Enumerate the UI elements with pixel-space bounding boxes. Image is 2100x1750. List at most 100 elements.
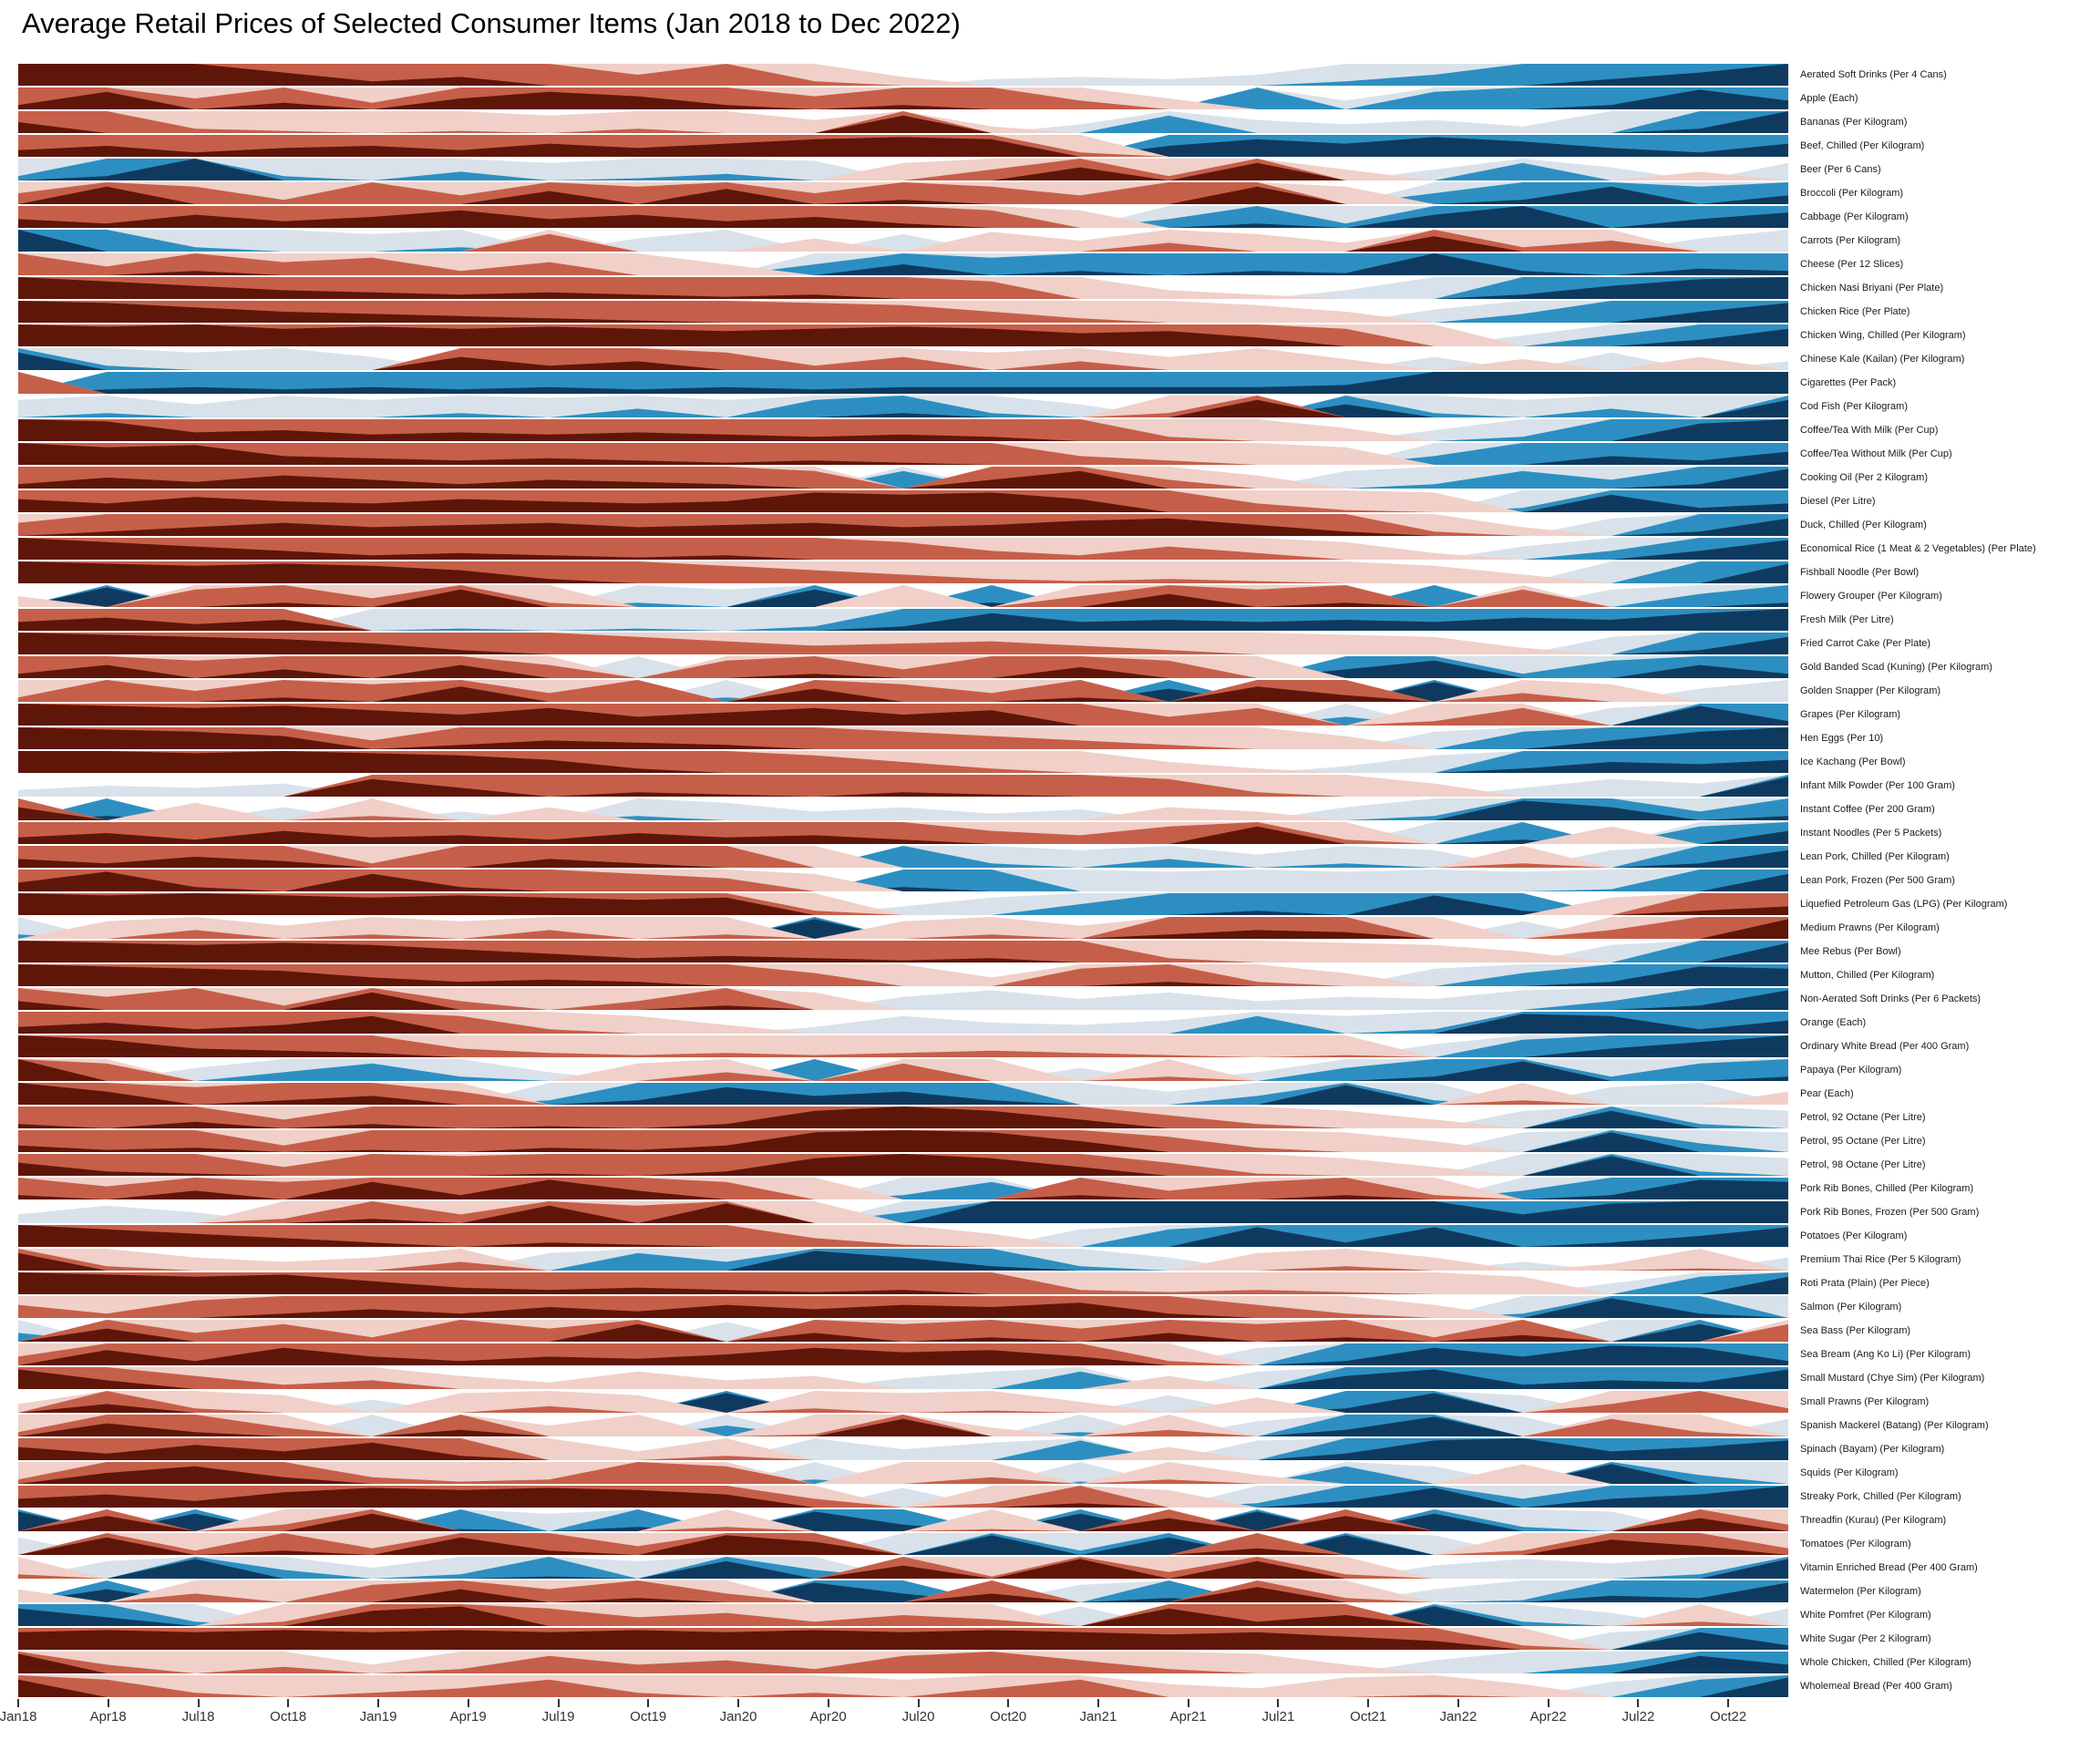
horizon-row: Grapes (Per Kilogram) bbox=[18, 704, 2036, 726]
horizon-row: Gold Banded Scad (Kuning) (Per Kilogram) bbox=[18, 656, 2036, 678]
row-area-svg bbox=[18, 443, 1788, 465]
horizon-row: Beef, Chilled (Per Kilogram) bbox=[18, 135, 2036, 157]
item-label: Economical Rice (1 Meat & 2 Vegetables) … bbox=[1800, 543, 2036, 554]
horizon-row: Petrol, 92 Octane (Per Litre) bbox=[18, 1107, 2036, 1128]
horizon-band bbox=[18, 1343, 1788, 1365]
horizon-band bbox=[18, 210, 1788, 228]
horizon-band bbox=[18, 277, 1788, 299]
axis-tick-label: Apr18 bbox=[89, 1709, 127, 1724]
horizon-band bbox=[18, 230, 1788, 252]
horizon-band bbox=[18, 324, 1788, 346]
item-label: Fishball Noodle (Per Bowl) bbox=[1800, 567, 1920, 578]
horizon-band bbox=[18, 1014, 1788, 1034]
item-label: Cabbage (Per Kilogram) bbox=[1800, 211, 1909, 222]
item-label: Cooking Oil (Per 2 Kilogram) bbox=[1800, 472, 1928, 483]
horizon-band bbox=[18, 1606, 1788, 1626]
row-area-svg bbox=[18, 1486, 1788, 1508]
horizon-band bbox=[18, 798, 1788, 820]
row-area-svg bbox=[18, 561, 1788, 583]
horizon-band bbox=[18, 1302, 1788, 1318]
item-label: Carrots (Per Kilogram) bbox=[1800, 235, 1901, 246]
horizon-band bbox=[18, 1675, 1788, 1697]
horizon-band bbox=[18, 1606, 1788, 1626]
row-area-svg bbox=[18, 514, 1788, 536]
horizon-band bbox=[18, 893, 1788, 915]
axis-tick-mark bbox=[17, 1699, 19, 1707]
item-label: Petrol, 92 Octane (Per Litre) bbox=[1800, 1112, 1926, 1123]
item-label: Fresh Milk (Per Litre) bbox=[1800, 614, 1894, 625]
horizon-row: Bananas (Per Kilogram) bbox=[18, 111, 2036, 133]
item-label: Instant Coffee (Per 200 Gram) bbox=[1800, 804, 1935, 815]
horizon-band bbox=[18, 633, 1788, 654]
horizon-band bbox=[18, 236, 1788, 252]
item-label: Pork Rib Bones, Frozen (Per 500 Gram) bbox=[1800, 1207, 1980, 1218]
horizon-row: Orange (Each) bbox=[18, 1012, 2036, 1034]
axis-tick-label: Jul19 bbox=[541, 1709, 575, 1724]
horizon-band bbox=[18, 826, 1788, 844]
horizon-band bbox=[18, 1110, 1788, 1128]
horizon-band bbox=[18, 704, 1788, 726]
row-area-svg bbox=[18, 1557, 1788, 1579]
horizon-row: Golden Snapper (Per Kilogram) bbox=[18, 680, 2036, 702]
axis-tick-mark bbox=[107, 1699, 109, 1707]
horizon-row: Pork Rib Bones, Frozen (Per 500 Gram) bbox=[18, 1201, 2036, 1223]
row-area-svg bbox=[18, 1320, 1788, 1342]
axis-tick-label: Oct22 bbox=[1710, 1709, 1747, 1724]
item-label: Watermelon (Per Kilogram) bbox=[1800, 1586, 1921, 1597]
row-area-svg bbox=[18, 396, 1788, 417]
item-label: Roti Prata (Plain) (Per Piece) bbox=[1800, 1278, 1930, 1289]
horizon-band bbox=[18, 372, 1788, 394]
horizon-row: Lean Pork, Chilled (Per Kilogram) bbox=[18, 846, 2036, 868]
row-area-svg bbox=[18, 253, 1788, 275]
horizon-band bbox=[18, 1107, 1788, 1128]
horizon-row: Salmon (Per Kilogram) bbox=[18, 1296, 2036, 1318]
horizon-band bbox=[18, 538, 1788, 560]
row-area-svg bbox=[18, 1272, 1788, 1294]
horizon-band bbox=[18, 186, 1788, 204]
horizon-row: Petrol, 98 Octane (Per Litre) bbox=[18, 1154, 2036, 1176]
row-area-svg bbox=[18, 893, 1788, 915]
horizon-band bbox=[18, 419, 1788, 441]
item-label: Squids (Per Kilogram) bbox=[1800, 1467, 1899, 1478]
horizon-band bbox=[18, 1201, 1788, 1223]
item-label: Salmon (Per Kilogram) bbox=[1800, 1302, 1902, 1312]
horizon-row: Instant Coffee (Per 200 Gram) bbox=[18, 798, 2036, 820]
row-area-svg bbox=[18, 988, 1788, 1010]
horizon-row: Coffee/Tea With Milk (Per Cup) bbox=[18, 419, 2036, 441]
horizon-row: Mutton, Chilled (Per Kilogram) bbox=[18, 964, 2036, 986]
item-label: Orange (Each) bbox=[1800, 1017, 1867, 1028]
axis-tick-label: Oct21 bbox=[1350, 1709, 1387, 1724]
row-area-svg bbox=[18, 1509, 1788, 1531]
row-area-svg bbox=[18, 88, 1788, 109]
horizon-band bbox=[18, 1391, 1788, 1413]
horizon-band bbox=[18, 1227, 1788, 1247]
axis-tick-label: Oct19 bbox=[630, 1709, 667, 1724]
row-area-svg bbox=[18, 1533, 1788, 1555]
row-area-svg bbox=[18, 609, 1788, 631]
row-area-svg bbox=[18, 1604, 1788, 1626]
horizon-band bbox=[18, 1178, 1788, 1199]
horizon-band bbox=[18, 870, 1788, 891]
horizon-row: Broccoli (Per Kilogram) bbox=[18, 182, 2036, 204]
row-area-svg bbox=[18, 1012, 1788, 1034]
axis-tick: Jan21 bbox=[1079, 1699, 1117, 1724]
item-label: Duck, Chilled (Per Kilogram) bbox=[1800, 520, 1927, 530]
item-label: Liquefied Petroleum Gas (LPG) (Per Kilog… bbox=[1800, 899, 2008, 910]
horizon-row: Cod Fish (Per Kilogram) bbox=[18, 396, 2036, 417]
horizon-band bbox=[18, 467, 1788, 489]
horizon-band bbox=[18, 1132, 1788, 1152]
horizon-band bbox=[18, 494, 1788, 512]
item-label: Cheese (Per 12 Slices) bbox=[1800, 259, 1904, 270]
horizon-band bbox=[18, 1298, 1788, 1318]
item-label: Diesel (Per Litre) bbox=[1800, 496, 1876, 507]
horizon-band bbox=[18, 277, 1788, 299]
row-area-svg bbox=[18, 111, 1788, 133]
horizon-band bbox=[18, 514, 1788, 536]
horizon-band bbox=[18, 1416, 1788, 1436]
horizon-row: Diesel (Per Litre) bbox=[18, 490, 2036, 512]
horizon-row: Pork Rib Bones, Chilled (Per Kilogram) bbox=[18, 1178, 2036, 1199]
row-area-svg bbox=[18, 1083, 1788, 1105]
row-area-svg bbox=[18, 1035, 1788, 1057]
horizon-band bbox=[18, 919, 1788, 939]
horizon-row: Aerated Soft Drinks (Per 4 Cans) bbox=[18, 64, 2036, 86]
